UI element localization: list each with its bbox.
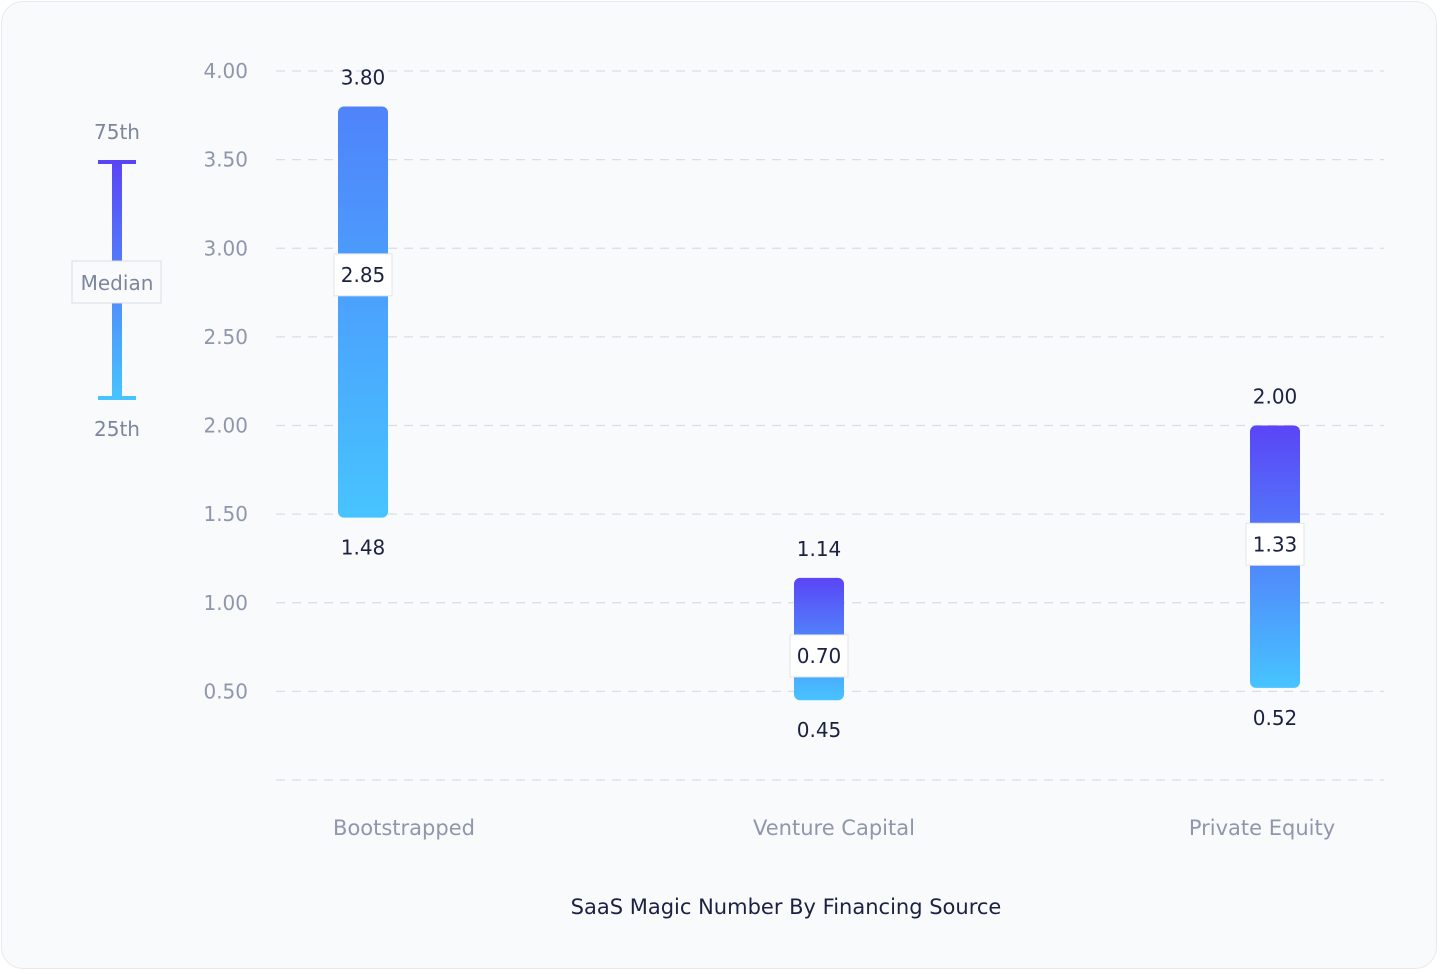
median-box	[789, 634, 849, 678]
category-label: Bootstrapped	[333, 816, 475, 840]
category-label: Venture Capital	[753, 816, 915, 840]
data-labels: 2.85 3.80 1.48 Bootstrapped 0.70 1.14 0.45 Vent…	[333, 65, 1335, 840]
legend-top-label: 75th	[94, 120, 140, 144]
legend-median-label: Median	[81, 271, 154, 295]
y-tick-label: 0.50	[203, 679, 248, 703]
y-tick-label: 1.50	[203, 502, 248, 526]
median-value-label: 0.70	[797, 644, 842, 668]
median-value-label: 2.85	[341, 263, 386, 287]
grid-lines	[276, 70, 1384, 781]
p75-value-label: 2.00	[1253, 385, 1298, 409]
y-tick-label: 4.00	[203, 59, 248, 83]
y-tick-label: 3.50	[203, 148, 248, 172]
median-box	[1245, 522, 1305, 566]
legend-median-box	[71, 260, 162, 304]
y-tick-label: 3.00	[203, 236, 248, 260]
chart-title: SaaS Magic Number By Financing Source	[571, 895, 1002, 919]
y-tick-label: 2.50	[203, 325, 248, 349]
legend-bottom-cap	[98, 396, 136, 400]
median-value-label: 1.33	[1253, 532, 1298, 556]
p25-value-label: 0.52	[1253, 706, 1298, 730]
p75-value-label: 3.80	[341, 65, 386, 89]
median-box	[333, 253, 393, 297]
p25-value-label: 0.45	[797, 718, 842, 742]
range-bars	[338, 106, 1300, 701]
legend-bottom-label: 25th	[94, 417, 140, 441]
range-bar	[338, 106, 388, 518]
category-label: Private Equity	[1189, 816, 1335, 840]
y-tick-label: 1.00	[203, 591, 248, 615]
legend-top-cap	[98, 160, 136, 164]
legend: 75th Median 25th	[71, 120, 162, 441]
y-axis-ticks: 0.50 1.00 1.50 2.00 2.50 3.00 3.50 4.00	[203, 59, 248, 703]
p25-value-label: 1.48	[341, 536, 386, 560]
p75-value-label: 1.14	[797, 537, 842, 561]
y-tick-label: 2.00	[203, 414, 248, 438]
